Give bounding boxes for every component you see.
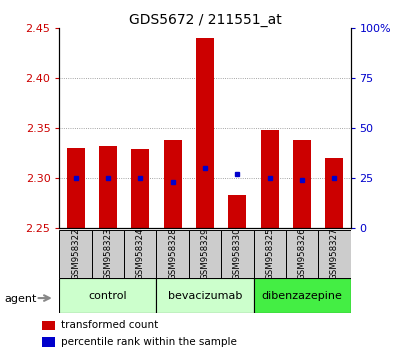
Bar bbox=[131, 149, 149, 228]
Bar bbox=[260, 130, 278, 228]
Text: GSM958330: GSM958330 bbox=[232, 228, 241, 280]
Text: GSM958326: GSM958326 bbox=[297, 228, 306, 280]
Bar bbox=[253, 278, 350, 313]
Text: agent: agent bbox=[4, 294, 36, 304]
Text: GSM958328: GSM958328 bbox=[168, 228, 177, 280]
Bar bbox=[124, 230, 156, 278]
Bar bbox=[189, 230, 220, 278]
Bar bbox=[42, 321, 54, 330]
Bar bbox=[163, 140, 181, 228]
Bar bbox=[317, 230, 350, 278]
Text: bevacizumab: bevacizumab bbox=[167, 291, 242, 301]
Title: GDS5672 / 211551_at: GDS5672 / 211551_at bbox=[128, 13, 281, 27]
Bar bbox=[99, 146, 117, 228]
Bar bbox=[67, 148, 84, 228]
Bar bbox=[285, 230, 317, 278]
Text: GSM958329: GSM958329 bbox=[200, 228, 209, 280]
Text: GSM958327: GSM958327 bbox=[329, 228, 338, 280]
Text: transformed count: transformed count bbox=[61, 320, 157, 331]
Text: percentile rank within the sample: percentile rank within the sample bbox=[61, 337, 236, 347]
Text: GSM958322: GSM958322 bbox=[71, 228, 80, 280]
Bar bbox=[196, 38, 213, 228]
Text: control: control bbox=[88, 291, 127, 301]
Text: GSM958323: GSM958323 bbox=[103, 228, 112, 280]
Bar bbox=[42, 337, 54, 347]
Bar bbox=[59, 278, 156, 313]
Bar bbox=[325, 158, 342, 228]
Bar bbox=[156, 278, 253, 313]
Bar bbox=[220, 230, 253, 278]
Bar bbox=[292, 140, 310, 228]
Bar bbox=[92, 230, 124, 278]
Text: GSM958324: GSM958324 bbox=[135, 228, 144, 280]
Bar bbox=[59, 230, 92, 278]
Text: GSM958325: GSM958325 bbox=[265, 228, 274, 280]
Bar bbox=[228, 195, 246, 228]
Bar bbox=[253, 230, 285, 278]
Bar bbox=[156, 230, 189, 278]
Text: dibenzazepine: dibenzazepine bbox=[261, 291, 342, 301]
